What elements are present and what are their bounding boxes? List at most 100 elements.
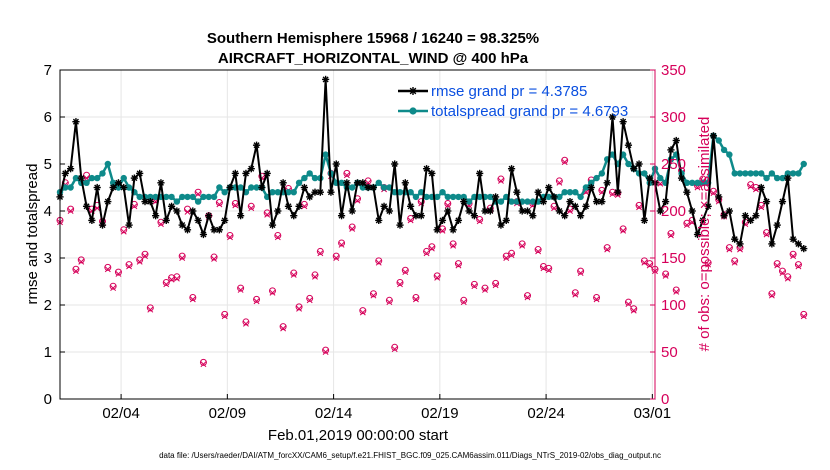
rmse-point-stroke	[667, 146, 674, 153]
rmse-point	[401, 179, 409, 187]
obs-assimilated-point-stroke	[508, 252, 515, 259]
rmse-point	[268, 221, 277, 229]
totalspread-point	[524, 198, 531, 205]
obs-assimilated-point-stroke	[142, 253, 148, 260]
obs-assimilated-point	[800, 313, 807, 320]
obs-possible-point	[322, 346, 330, 354]
obs-assimilated-point	[630, 307, 637, 314]
rmse-point	[736, 240, 744, 248]
obs-assimilated-point	[577, 270, 584, 276]
obs-possible-point	[561, 156, 569, 164]
rmse-point-stroke	[258, 184, 265, 191]
obs-possible-point	[768, 290, 776, 298]
rmse-point	[438, 216, 447, 224]
rmse-point	[72, 118, 80, 126]
obs-assimilated-point	[359, 309, 366, 316]
obs-assimilated-point	[604, 246, 611, 253]
rmse-point	[67, 165, 75, 173]
rmse-point-stroke	[226, 184, 234, 191]
totalspread-line	[59, 134, 805, 203]
obs-assimilated-point	[758, 204, 765, 211]
rmse-point-stroke	[444, 207, 451, 215]
rmse-point	[88, 216, 96, 224]
obs-assimilated-point	[667, 232, 674, 239]
rmse-point	[263, 169, 271, 177]
totalspread-point	[322, 151, 329, 158]
rmse-point	[327, 188, 335, 196]
obs-possible-point	[476, 215, 484, 223]
obs-assimilated-point-stroke	[482, 287, 488, 293]
totalspread-point	[359, 184, 367, 191]
obs-assimilated-point	[110, 285, 117, 292]
totalspread-point	[773, 174, 781, 182]
obs-possible-point	[311, 271, 319, 279]
rmse-point-stroke	[327, 189, 334, 196]
obs-assimilated-point-stroke	[83, 175, 90, 182]
obs-assimilated-point-stroke	[471, 283, 478, 290]
totalspread-point	[104, 160, 112, 168]
obs-assimilated-point-stroke	[551, 205, 558, 212]
rmse-point-stroke	[641, 217, 648, 224]
obs-assimilated-point	[312, 273, 318, 280]
obs-possible-point	[359, 307, 367, 315]
totalspread-point	[210, 193, 218, 201]
rmse-point-stroke	[67, 165, 74, 172]
rmse-point-stroke	[94, 184, 101, 191]
rmse-point	[162, 216, 170, 224]
obs-assimilated-point-stroke	[184, 208, 191, 215]
obs-possible-point	[433, 272, 441, 280]
rmse-point	[555, 207, 563, 215]
rmse-point	[385, 207, 393, 215]
obs-assimilated-point-stroke	[646, 262, 653, 269]
totalspread-point	[577, 193, 584, 201]
totalspread-point	[742, 170, 749, 177]
obs-assimilated-point	[784, 275, 791, 282]
obs-assimilated-point-stroke	[370, 292, 377, 299]
totalspread-point	[72, 174, 80, 182]
obs-assimilated-point	[333, 255, 340, 261]
rmse-point-stroke	[338, 212, 345, 219]
rmse-point	[136, 169, 144, 177]
obs-assimilated-point	[67, 208, 74, 214]
rmse-point	[752, 212, 760, 220]
obs-assimilated-point	[317, 250, 324, 257]
rmse-point-stroke	[694, 231, 701, 238]
obs-assimilated-point-stroke	[365, 179, 372, 186]
totalspread-point	[200, 193, 207, 201]
rmse-point-stroke	[136, 170, 143, 177]
obs-assimilated-point	[200, 361, 207, 368]
rmse-point	[603, 179, 611, 187]
obs-possible-point	[667, 230, 675, 238]
obs-possible-point	[114, 268, 122, 276]
rmse-point	[577, 212, 585, 220]
rmse-point-stroke	[173, 207, 180, 215]
rmse-point-stroke	[343, 179, 350, 186]
obs-assimilated-point-stroke	[221, 313, 228, 320]
rmse-point	[433, 226, 441, 234]
obs-assimilated-point	[774, 262, 781, 269]
obs-assimilated-point-stroke	[784, 275, 791, 282]
obs-assimilated-point	[705, 261, 712, 268]
totalspread-point	[439, 189, 446, 196]
totalspread-point	[380, 184, 388, 191]
obs-possible-point	[593, 293, 601, 301]
totalspread-point	[789, 170, 797, 177]
obs-possible-point	[428, 243, 436, 251]
rmse-point	[199, 230, 208, 239]
obs-assimilated-point	[274, 234, 281, 241]
rmse-point-stroke	[699, 217, 706, 224]
rmse-point	[720, 212, 728, 220]
rmse-point-stroke	[540, 198, 547, 205]
rmse-point	[699, 216, 707, 224]
rmse-point-stroke	[620, 118, 627, 125]
totalspread-point	[221, 189, 228, 196]
rmse-point	[725, 207, 733, 215]
obs-assimilated-point	[131, 203, 138, 210]
obs-assimilated-point-stroke	[386, 299, 393, 306]
obs-assimilated-point-stroke	[561, 159, 568, 166]
totalspread-point	[487, 193, 494, 201]
obs-assimilated-point	[646, 262, 653, 269]
obs-assimilated-point	[763, 231, 770, 238]
y-right-tick-label: 200	[661, 203, 686, 220]
rmse-point	[465, 207, 473, 215]
